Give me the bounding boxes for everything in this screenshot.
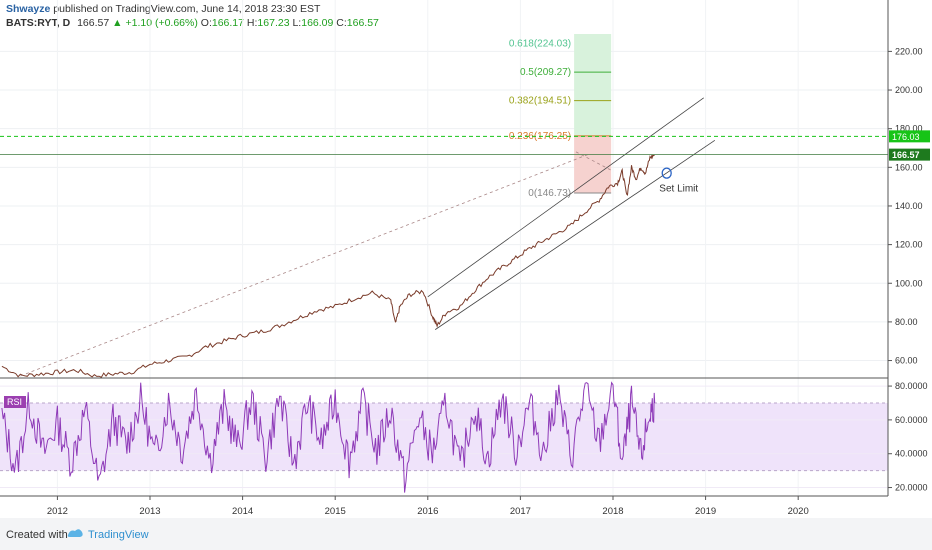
rsi-tag-label: RSI bbox=[7, 397, 22, 407]
rsi-band bbox=[0, 402, 888, 471]
symbol[interactable]: BATS:RYT, D bbox=[6, 17, 71, 29]
channel-lower-line[interactable] bbox=[434, 139, 716, 330]
low-value: 166.09 bbox=[301, 17, 334, 29]
axes bbox=[0, 0, 889, 497]
last-price-marker-label: 166.57 bbox=[892, 150, 920, 160]
rsi-tick-label: 20.0000 bbox=[895, 483, 928, 493]
price-tick-label: 200.00 bbox=[895, 85, 923, 95]
close-value: 166.57 bbox=[346, 17, 379, 29]
tradingview-brand-link[interactable]: TradingView bbox=[88, 529, 149, 541]
channel-upper-line[interactable] bbox=[427, 97, 704, 298]
price-tick-label: 220.00 bbox=[895, 46, 923, 56]
open-label: O: bbox=[200, 17, 212, 29]
price-tick-label: 120.00 bbox=[895, 240, 923, 250]
price-change: +1.10 (+0.66%) bbox=[125, 17, 198, 29]
price-series-line bbox=[1, 154, 656, 378]
low-label: L: bbox=[292, 17, 302, 29]
level-marker-label: 176.03 bbox=[892, 132, 920, 142]
price-tick-label: 80.00 bbox=[895, 317, 918, 327]
last-price-marker-box bbox=[889, 148, 930, 161]
high-label: H: bbox=[246, 17, 258, 29]
price-axis[interactable]: 220.00 200.00 180.00 160.00 140.00 120.00 100.… bbox=[888, 46, 923, 366]
horizontal-levels[interactable] bbox=[0, 135, 888, 156]
fib-level-label: 0.382(194.51) bbox=[509, 96, 571, 107]
dashed-trend-line[interactable] bbox=[20, 153, 590, 377]
tradingview-logo-icon[interactable] bbox=[66, 526, 84, 543]
fib-red-zone bbox=[574, 135, 612, 193]
open-value: 166.17 bbox=[211, 17, 244, 29]
rsi-series-line bbox=[1, 381, 656, 493]
ohlc-line: BATS:RYT, D 166.57 ▲ +1.10 (+0.66%) O:16… bbox=[6, 16, 379, 30]
time-tick-label: 2017 bbox=[510, 506, 531, 517]
time-tick-label: 2012 bbox=[47, 506, 68, 517]
rsi-tick-label: 80.0000 bbox=[895, 381, 928, 391]
rsi-tag-box[interactable] bbox=[4, 396, 26, 408]
fibonacci-zone[interactable]: 0.618(224.03)0.5(209.27)0.382(194.51)0.2… bbox=[509, 34, 612, 199]
time-tick-label: 2019 bbox=[695, 506, 716, 517]
trend-channel[interactable] bbox=[20, 97, 716, 377]
fib-level-label: 0.618(224.03) bbox=[509, 39, 571, 50]
last-price: 166.57 bbox=[77, 17, 110, 29]
price-markers: 176.03 166.57 bbox=[889, 130, 930, 161]
created-with-text: Created with bbox=[6, 529, 68, 541]
time-tick-label: 2014 bbox=[232, 506, 253, 517]
time-tick-label: 2013 bbox=[139, 506, 160, 517]
fib-level-label: 0.5(209.27) bbox=[520, 67, 571, 78]
footer: Created with TradingView bbox=[0, 518, 932, 550]
dashed-fib-connector[interactable] bbox=[575, 151, 614, 172]
price-tick-label: 160.00 bbox=[895, 162, 923, 172]
rsi-indicator-tag[interactable]: RSI bbox=[4, 396, 26, 408]
price-tick-label: 140.00 bbox=[895, 201, 923, 211]
time-axis[interactable]: 2012 2013 2014 2015 2016 2017 2018 2019 2020 bbox=[47, 496, 809, 517]
time-tick-label: 2020 bbox=[788, 506, 809, 517]
fib-level-label: 0(146.73) bbox=[528, 188, 571, 199]
level-marker-box bbox=[889, 130, 930, 143]
author-link[interactable]: Shwayze bbox=[6, 3, 51, 15]
set-limit-annotation[interactable]: Set Limit bbox=[659, 167, 698, 195]
set-limit-marker-icon[interactable] bbox=[661, 167, 672, 179]
price-tick-label: 100.00 bbox=[895, 278, 923, 288]
close-label: C: bbox=[336, 17, 347, 29]
price-tick-label: 60.00 bbox=[895, 356, 918, 366]
time-tick-label: 2015 bbox=[325, 506, 346, 517]
rsi-tick-label: 60.0000 bbox=[895, 415, 928, 425]
fib-green-zone bbox=[574, 34, 612, 136]
up-arrow-icon: ▲ bbox=[112, 17, 123, 29]
published-text: published on TradingView.com, June 14, 2… bbox=[53, 3, 321, 15]
chart-header: Shwayze published on TradingView.com, Ju… bbox=[6, 2, 379, 30]
chart-canvas[interactable]: 0.618(224.03)0.5(209.27)0.382(194.51)0.2… bbox=[0, 0, 932, 518]
time-tick-label: 2016 bbox=[417, 506, 438, 517]
time-tick-label: 2018 bbox=[602, 506, 623, 517]
rsi-axis[interactable]: 80.0000 60.0000 40.0000 20.0000 bbox=[888, 381, 928, 493]
high-value: 167.23 bbox=[257, 17, 290, 29]
publish-line: Shwayze published on TradingView.com, Ju… bbox=[6, 2, 379, 16]
set-limit-label: Set Limit bbox=[659, 184, 698, 195]
rsi-tick-label: 40.0000 bbox=[895, 449, 928, 459]
price-tick-label: 180.00 bbox=[895, 124, 923, 134]
